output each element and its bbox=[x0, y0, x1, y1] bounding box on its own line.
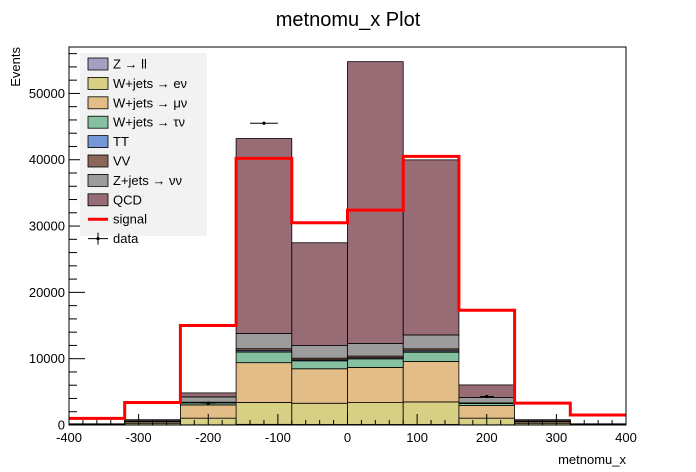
bar-s6-b7 bbox=[458, 397, 515, 404]
x-tick-label-3: -100 bbox=[265, 430, 291, 445]
legend-label-3: W+jets → τν bbox=[113, 115, 185, 130]
legend-label-1: W+jets → eν bbox=[113, 76, 187, 91]
bar-s2-b5 bbox=[347, 367, 404, 403]
bar-s6-b5 bbox=[347, 343, 404, 357]
data-points bbox=[201, 121, 494, 405]
bar-s2-b3 bbox=[235, 362, 293, 403]
legend-label-5: VV bbox=[113, 154, 131, 169]
x-axis-label: metnomu_x bbox=[558, 452, 626, 467]
x-tick-label-0: -400 bbox=[56, 430, 82, 445]
x-tick-label-1: -300 bbox=[126, 430, 152, 445]
bar-s6-b4 bbox=[291, 345, 348, 359]
bar-s7-b2 bbox=[179, 392, 237, 398]
legend-swatch-6 bbox=[87, 173, 109, 187]
bar-s7-b6 bbox=[402, 159, 460, 336]
data-point-0 bbox=[262, 121, 266, 125]
x-tick-label-2: -200 bbox=[195, 430, 221, 445]
signal-line bbox=[69, 154, 626, 420]
bar-s6-b3 bbox=[235, 333, 293, 350]
legend-swatch-1 bbox=[87, 77, 109, 90]
legend-label-4: TT bbox=[113, 134, 129, 149]
bar-s3-b5 bbox=[347, 358, 404, 368]
legend-label-0: Z → ll bbox=[113, 57, 147, 72]
legend-label-data: data bbox=[113, 231, 139, 246]
data-point-1 bbox=[206, 401, 210, 405]
chart-title: metnomu_x Plot bbox=[276, 9, 421, 31]
y-tick-label-3: 30000 bbox=[29, 219, 65, 234]
legend-swatch-4 bbox=[87, 135, 109, 149]
y-tick-label-1: 10000 bbox=[29, 351, 65, 366]
bar-s7-b3 bbox=[235, 138, 293, 334]
legend: Z → ll W+jets → eν W+jets → μν W+jets → τν T… bbox=[80, 53, 207, 246]
legend-swatch-0 bbox=[87, 57, 109, 71]
bar-s3-b3 bbox=[235, 351, 293, 364]
bar-s3-b6 bbox=[402, 351, 460, 362]
legend-swatch-7 bbox=[87, 193, 109, 207]
legend-label-signal: signal bbox=[113, 212, 147, 227]
x-tick-label-6: 200 bbox=[476, 430, 498, 445]
legend-label-6: Z+jets → νν bbox=[113, 173, 182, 188]
stacked-bars bbox=[68, 61, 627, 426]
bar-s7-b4 bbox=[291, 242, 348, 346]
bar-s2-b6 bbox=[402, 361, 460, 403]
x-tick-label-7: 300 bbox=[546, 430, 568, 445]
data-point-2 bbox=[485, 394, 489, 399]
legend-label-2: W+jets → μν bbox=[113, 95, 187, 110]
y-tick-label-2: 20000 bbox=[29, 285, 65, 300]
x-tick-label-4: 0 bbox=[344, 430, 351, 445]
legend-swatch-data-dot bbox=[96, 237, 100, 241]
signal-histogram bbox=[69, 154, 626, 420]
bar-s6-b2 bbox=[179, 396, 237, 403]
legend-swatch-2 bbox=[87, 96, 109, 110]
legend-swatch-5 bbox=[87, 154, 109, 168]
y-tick-label-4: 40000 bbox=[29, 152, 65, 167]
y-tick-label-5: 50000 bbox=[29, 86, 65, 101]
x-axis: -400 -300 -200 -100 0 100 200 300 400 bbox=[56, 414, 637, 445]
y-axis: 0 10000 20000 30000 40000 50000 bbox=[29, 53, 85, 433]
bar-s7-b5 bbox=[347, 61, 404, 344]
bar-s2-b4 bbox=[291, 368, 348, 404]
legend-label-7: QCD bbox=[113, 192, 142, 207]
bar-s6-b6 bbox=[402, 334, 460, 350]
legend-swatch-3 bbox=[87, 115, 109, 129]
y-axis-label: Events bbox=[8, 47, 23, 87]
x-tick-label-8: 400 bbox=[615, 430, 637, 445]
bar-s3-b4 bbox=[291, 360, 348, 370]
x-tick-label-5: 100 bbox=[406, 430, 428, 445]
y-tick-label-0: 0 bbox=[58, 418, 65, 433]
